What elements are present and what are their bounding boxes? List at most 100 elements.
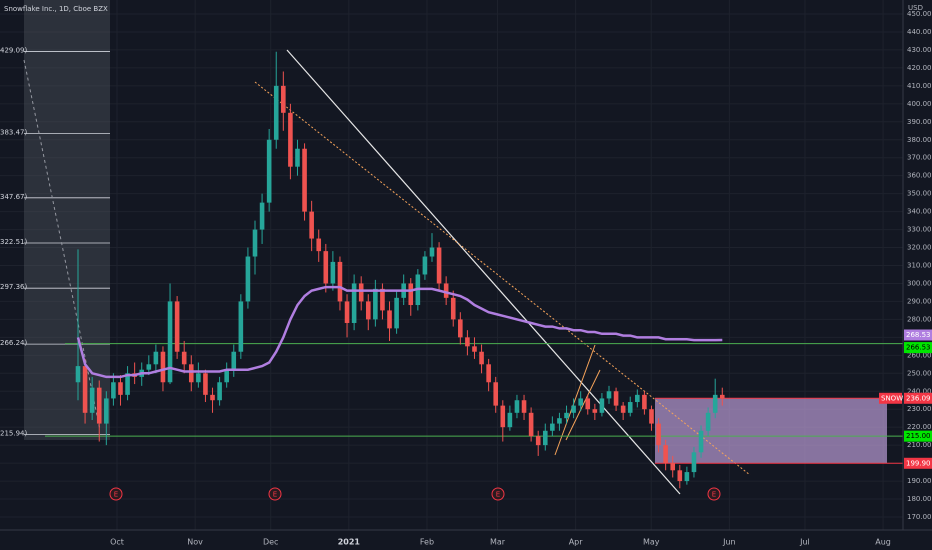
earnings-label: E xyxy=(496,491,500,499)
candle-body xyxy=(691,452,697,473)
candle-body xyxy=(472,346,477,352)
price-tag xyxy=(904,392,932,404)
y-tick-label: 280.00 xyxy=(907,315,932,323)
candle-body xyxy=(719,394,725,399)
candle-body xyxy=(89,387,95,413)
price-tag-label: 266.53 xyxy=(906,344,931,352)
candle-body xyxy=(351,283,357,323)
candle-body xyxy=(118,382,123,395)
candle-body xyxy=(663,445,668,464)
fib-label: 322.51) xyxy=(0,238,27,246)
price-tag xyxy=(904,342,932,354)
earnings-marker xyxy=(109,487,123,501)
y-tick-label: 450.00 xyxy=(907,10,932,18)
y-tick-label: 320.00 xyxy=(907,244,932,252)
earnings-marker xyxy=(268,487,282,501)
candle-body xyxy=(111,382,116,399)
candle-body xyxy=(649,409,654,424)
fib-shade xyxy=(24,0,110,440)
target-zone xyxy=(655,398,887,464)
candle-body xyxy=(96,387,102,424)
x-tick-label: Jun xyxy=(722,538,736,547)
candle-body xyxy=(493,382,499,406)
y-tick-label: 340.00 xyxy=(907,208,932,216)
x-tick-label: Apr xyxy=(569,538,584,547)
y-tick-label: 390.00 xyxy=(907,118,932,126)
x-tick-label: Feb xyxy=(420,538,434,547)
chart-title: Snowflake Inc., 1D, Cboe BZX xyxy=(4,5,108,13)
candle-body xyxy=(337,261,343,302)
candle-body xyxy=(394,297,399,329)
candle-body xyxy=(188,364,194,383)
price-tag-label: 199.90 xyxy=(906,459,931,467)
x-tick-label: Jul xyxy=(799,538,810,547)
candle-body xyxy=(450,297,456,320)
candle-body xyxy=(521,400,527,413)
earnings-label: E xyxy=(114,491,118,499)
candle-body xyxy=(380,288,385,311)
fib-label: 266.24) xyxy=(0,339,27,347)
axis: 170.00180.00190.00200.00210.00220.00230.… xyxy=(110,10,932,547)
y-tick-label: 210.00 xyxy=(907,441,932,449)
candle-body xyxy=(217,382,222,401)
y-tick-label: 170.00 xyxy=(907,513,932,521)
price-tag xyxy=(904,457,932,469)
fib-label: 429.09) xyxy=(0,47,27,55)
candle-body xyxy=(323,251,329,284)
y-tick-label: 290.00 xyxy=(907,297,932,305)
candle-body xyxy=(316,238,322,252)
candle-body xyxy=(358,283,364,302)
y-tick-label: 330.00 xyxy=(907,226,932,234)
y-tick-label: 360.00 xyxy=(907,172,932,180)
candle-body xyxy=(281,85,286,113)
earnings-marker xyxy=(491,487,505,501)
candle-body xyxy=(500,405,506,428)
candle-body xyxy=(429,247,435,257)
x-tick-label: May xyxy=(643,538,660,547)
y-tick-label: 350.00 xyxy=(907,190,932,198)
y-tick-label: 250.00 xyxy=(907,369,932,377)
candle-body xyxy=(599,398,605,413)
candle-body xyxy=(564,412,569,419)
fib-label: 383.47) xyxy=(0,129,27,137)
candle-body xyxy=(656,423,661,446)
candle-body xyxy=(627,402,633,413)
candle-body xyxy=(309,211,314,239)
currency: USD xyxy=(908,4,923,12)
price-tag-label: 236.09 xyxy=(906,394,931,402)
candle-body xyxy=(330,261,336,284)
candle-body xyxy=(514,400,520,413)
candle-body xyxy=(125,373,130,395)
candle-body xyxy=(160,351,166,383)
y-tick-label: 220.00 xyxy=(907,423,932,431)
x-tick-label: Nov xyxy=(187,538,203,547)
symbol-tag xyxy=(879,392,902,404)
candle-body xyxy=(613,391,619,406)
x-tick-label: Dec xyxy=(263,538,278,547)
candle-body xyxy=(104,398,109,424)
candle-body xyxy=(436,247,442,284)
candle-body xyxy=(252,229,258,257)
symbol-label: SNOW xyxy=(881,394,903,402)
candle-body xyxy=(507,412,513,428)
y-tick-label: 440.00 xyxy=(907,28,932,36)
candle-body xyxy=(373,288,378,320)
candle-body xyxy=(458,319,463,338)
candle-body xyxy=(408,283,414,306)
channel-line xyxy=(565,369,601,441)
candle-body xyxy=(620,405,626,413)
candle-body xyxy=(592,409,598,413)
candle-body xyxy=(146,364,152,370)
y-tick-label: 400.00 xyxy=(907,100,932,108)
trendline-dotted xyxy=(254,81,751,476)
candle-body xyxy=(210,394,215,401)
candle-body xyxy=(181,351,187,365)
candle-body xyxy=(82,366,88,413)
candle-body xyxy=(698,430,704,453)
candle-body xyxy=(203,373,208,395)
y-tick-label: 370.00 xyxy=(907,154,932,162)
candle-body xyxy=(75,366,81,383)
y-tick-label: 180.00 xyxy=(907,495,932,503)
